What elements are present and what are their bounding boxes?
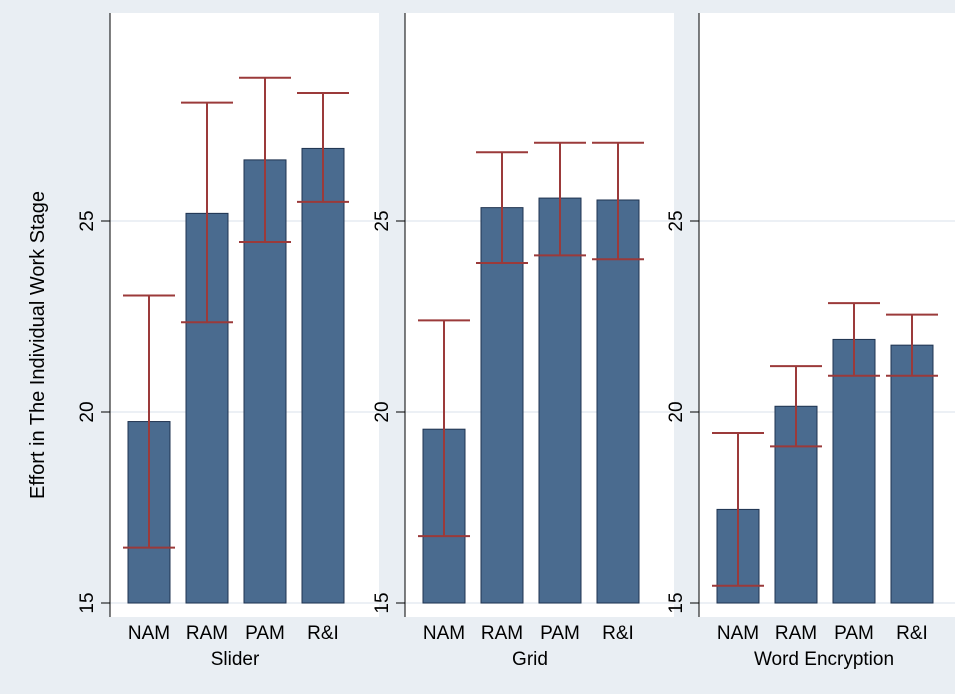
plot-layer: 15 20 25 NAM RAM PAM R&I Slider 15 20 25 NAM RAM PAM R… bbox=[77, 13, 955, 670]
panel-label: Slider bbox=[211, 649, 260, 670]
category-label: PAM bbox=[245, 623, 285, 644]
bar bbox=[538, 197, 582, 604]
y-tick-label: 15 bbox=[666, 592, 687, 613]
bar bbox=[480, 207, 524, 604]
bar bbox=[890, 344, 934, 604]
category-label: NAM bbox=[128, 623, 170, 644]
category-label: R&I bbox=[896, 623, 928, 644]
y-tick-label: 20 bbox=[666, 401, 687, 422]
bar bbox=[301, 147, 345, 604]
category-label: NAM bbox=[717, 623, 759, 644]
category-label: RAM bbox=[186, 623, 228, 644]
category-label: PAM bbox=[834, 623, 874, 644]
y-tick-label: 15 bbox=[372, 592, 393, 613]
category-label: RAM bbox=[481, 623, 523, 644]
bar bbox=[596, 199, 640, 604]
y-tick-label: 25 bbox=[372, 210, 393, 231]
category-label: PAM bbox=[540, 623, 580, 644]
bar bbox=[832, 338, 876, 604]
category-label: RAM bbox=[775, 623, 817, 644]
y-tick-label: 25 bbox=[666, 210, 687, 231]
category-label: R&I bbox=[602, 623, 634, 644]
category-label: NAM bbox=[423, 623, 465, 644]
y-tick-label: 15 bbox=[77, 592, 98, 613]
y-tick-label: 25 bbox=[77, 210, 98, 231]
category-label: R&I bbox=[307, 623, 339, 644]
panel-label: Grid bbox=[512, 649, 548, 670]
y-tick-label: 20 bbox=[372, 401, 393, 422]
y-axis-label: Effort in The Individual Work Stage bbox=[27, 191, 49, 499]
panel-label: Word Encryption bbox=[754, 649, 894, 670]
y-tick-label: 20 bbox=[77, 401, 98, 422]
